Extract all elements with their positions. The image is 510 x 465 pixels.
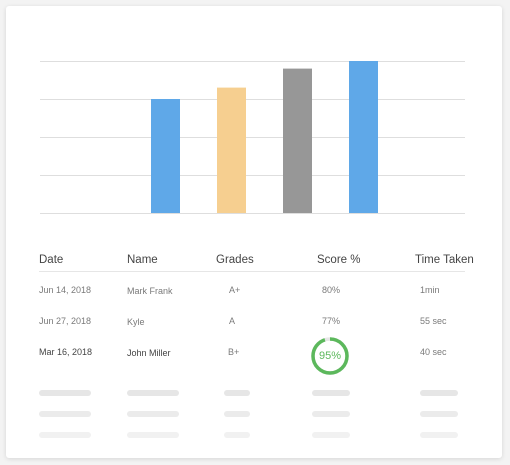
header-score: Score % [317,254,361,266]
row-grade: B+ [228,347,240,357]
chart-bar[interactable] [283,68,312,213]
row-name: Kyle [127,317,145,327]
header-grades: Grades [216,254,254,266]
row-date: Mar 16, 2018 [39,347,93,357]
chart-bar[interactable] [349,61,378,213]
chart-bar[interactable] [151,99,180,213]
row-time: 40 sec [420,347,447,357]
bar-chart-svg [40,61,465,214]
placeholder-bar [127,390,179,396]
row-grade: A [229,316,236,326]
placeholder-bar [39,411,91,417]
placeholder-bar [312,390,350,396]
placeholder-bar [127,411,179,417]
results-table: Date Name Grades Score % Time Taken Jun … [6,6,502,458]
row-grade: A+ [229,285,241,295]
header-divider [39,271,465,272]
placeholder-bar [312,411,350,417]
row-score: 95% [318,350,342,362]
placeholder-bar [224,390,250,396]
header-time-taken: Time Taken [415,254,474,266]
row-date: Jun 14, 2018 [39,285,92,295]
row-time: 55 sec [420,316,447,326]
placeholder-bar [312,432,350,438]
bar-chart [6,6,502,236]
row-name: Mark Frank [127,286,173,296]
row-score: 80% [322,285,341,295]
placeholder-bar [420,390,458,396]
results-card: Date Name Grades Score % Time Taken Jun … [6,6,502,458]
placeholder-bar [420,432,458,438]
score-progress-ring: 95% [310,336,350,376]
row-score: 77% [322,316,341,326]
progress-ring-graphic [311,337,349,375]
chart-bar[interactable] [217,87,246,213]
placeholder-bar [224,432,250,438]
placeholder-bar [224,411,250,417]
progress-ring-fill [311,337,349,375]
placeholder-bar [420,411,458,417]
placeholder-bar [127,432,179,438]
header-date: Date [39,254,64,266]
row-date: Jun 27, 2018 [39,316,92,326]
header-name: Name [127,254,158,266]
row-name: John Miller [127,348,171,358]
placeholder-bar [39,432,91,438]
row-time: 1min [420,285,440,295]
placeholder-bar [39,390,91,396]
